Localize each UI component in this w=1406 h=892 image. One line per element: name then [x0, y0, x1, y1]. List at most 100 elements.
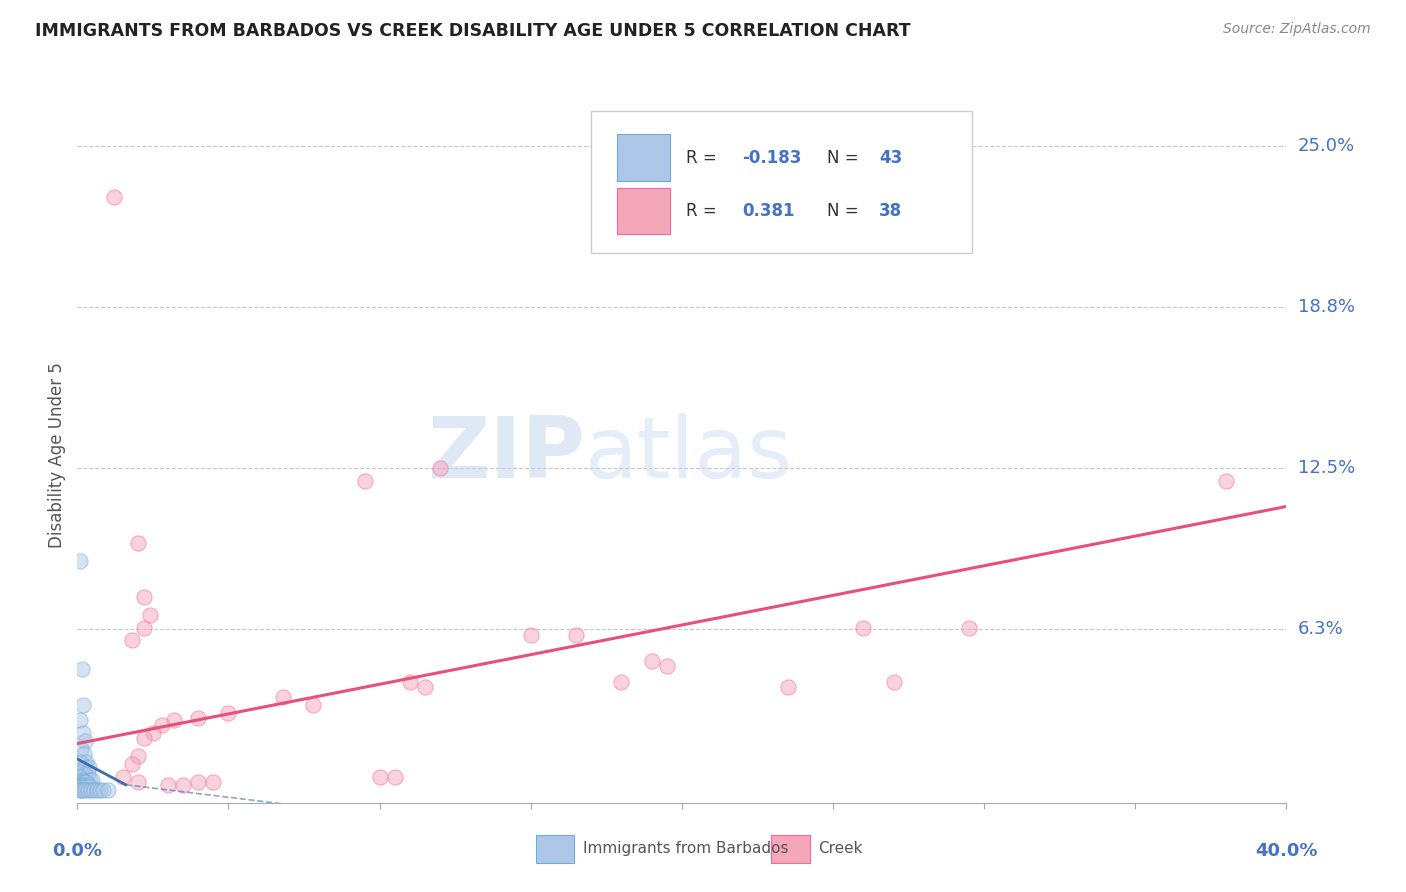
Text: R =: R =: [686, 202, 721, 220]
Point: [72, 783, 94, 797]
Point: [80, 783, 103, 797]
Point: [957, 621, 980, 635]
Point: [1215, 474, 1237, 488]
Point: [69, 714, 91, 728]
Point: [520, 628, 543, 642]
FancyBboxPatch shape: [617, 187, 669, 235]
Point: [91, 783, 114, 797]
Point: [70, 783, 93, 797]
Point: [69, 775, 91, 789]
Point: [96, 783, 118, 797]
Point: [121, 633, 143, 648]
Point: [70, 778, 93, 792]
Point: [883, 674, 905, 689]
Text: 6.3%: 6.3%: [1298, 620, 1343, 638]
Text: -0.183: -0.183: [742, 149, 801, 167]
Point: [150, 718, 173, 732]
Point: [77, 783, 100, 797]
Point: [72, 698, 94, 712]
Point: [86, 783, 108, 797]
Point: [368, 770, 391, 784]
Point: [202, 775, 225, 789]
Point: [302, 698, 325, 712]
Text: Creek: Creek: [818, 841, 863, 856]
Point: [70, 762, 93, 776]
Point: [83, 783, 105, 797]
Point: [73, 734, 96, 748]
Point: [75, 755, 97, 769]
Point: [69, 780, 91, 795]
Point: [69, 770, 91, 784]
Point: [82, 772, 104, 787]
FancyBboxPatch shape: [592, 111, 972, 253]
Point: [70, 775, 93, 789]
Point: [75, 760, 97, 774]
Point: [103, 190, 125, 204]
Point: [111, 770, 134, 784]
Point: [77, 767, 100, 781]
Point: [132, 731, 155, 746]
Point: [89, 783, 111, 797]
Point: [610, 674, 633, 689]
Point: [79, 778, 101, 792]
Point: [69, 778, 91, 792]
Text: 0.0%: 0.0%: [52, 842, 103, 860]
Point: [127, 535, 149, 549]
Text: R =: R =: [686, 149, 721, 167]
Point: [127, 775, 149, 789]
Point: [69, 764, 91, 779]
Point: [157, 778, 180, 792]
Point: [73, 780, 96, 795]
Y-axis label: Disability Age Under 5: Disability Age Under 5: [48, 362, 66, 548]
Point: [70, 741, 93, 756]
Point: [852, 621, 875, 635]
Text: 0.381: 0.381: [742, 202, 794, 220]
Point: [163, 714, 186, 728]
Point: [384, 770, 406, 784]
Point: [413, 680, 436, 694]
Text: atlas: atlas: [585, 413, 793, 497]
Point: [187, 775, 209, 789]
Point: [73, 767, 96, 781]
Point: [69, 783, 91, 797]
Point: [353, 474, 375, 488]
Text: 12.5%: 12.5%: [1298, 458, 1355, 477]
Point: [70, 662, 93, 676]
Point: [218, 706, 240, 720]
Point: [776, 680, 799, 694]
Text: Source: ZipAtlas.com: Source: ZipAtlas.com: [1223, 22, 1371, 37]
Point: [142, 726, 165, 740]
Point: [132, 621, 155, 635]
Text: 43: 43: [879, 149, 903, 167]
Text: Immigrants from Barbados: Immigrants from Barbados: [582, 841, 789, 856]
Point: [72, 772, 94, 787]
Point: [73, 775, 96, 789]
Point: [79, 772, 101, 787]
Point: [641, 654, 664, 668]
Text: N =: N =: [827, 202, 863, 220]
FancyBboxPatch shape: [617, 134, 669, 181]
Point: [172, 778, 194, 792]
Text: 38: 38: [879, 202, 903, 220]
Point: [139, 607, 162, 622]
Point: [73, 747, 96, 761]
FancyBboxPatch shape: [536, 835, 574, 863]
Text: IMMIGRANTS FROM BARBADOS VS CREEK DISABILITY AGE UNDER 5 CORRELATION CHART: IMMIGRANTS FROM BARBADOS VS CREEK DISABI…: [35, 22, 911, 40]
FancyBboxPatch shape: [772, 835, 810, 863]
Point: [79, 760, 101, 774]
Point: [399, 674, 422, 689]
Text: 18.8%: 18.8%: [1298, 298, 1354, 316]
Text: 40.0%: 40.0%: [1256, 842, 1317, 860]
Point: [73, 783, 96, 797]
Point: [69, 553, 91, 567]
Point: [429, 460, 451, 475]
Point: [121, 757, 143, 772]
Text: N =: N =: [827, 149, 863, 167]
Point: [271, 690, 294, 705]
Text: ZIP: ZIP: [427, 413, 585, 497]
Point: [655, 659, 678, 673]
Point: [69, 755, 91, 769]
Point: [73, 778, 96, 792]
Point: [187, 711, 209, 725]
Point: [72, 726, 94, 740]
